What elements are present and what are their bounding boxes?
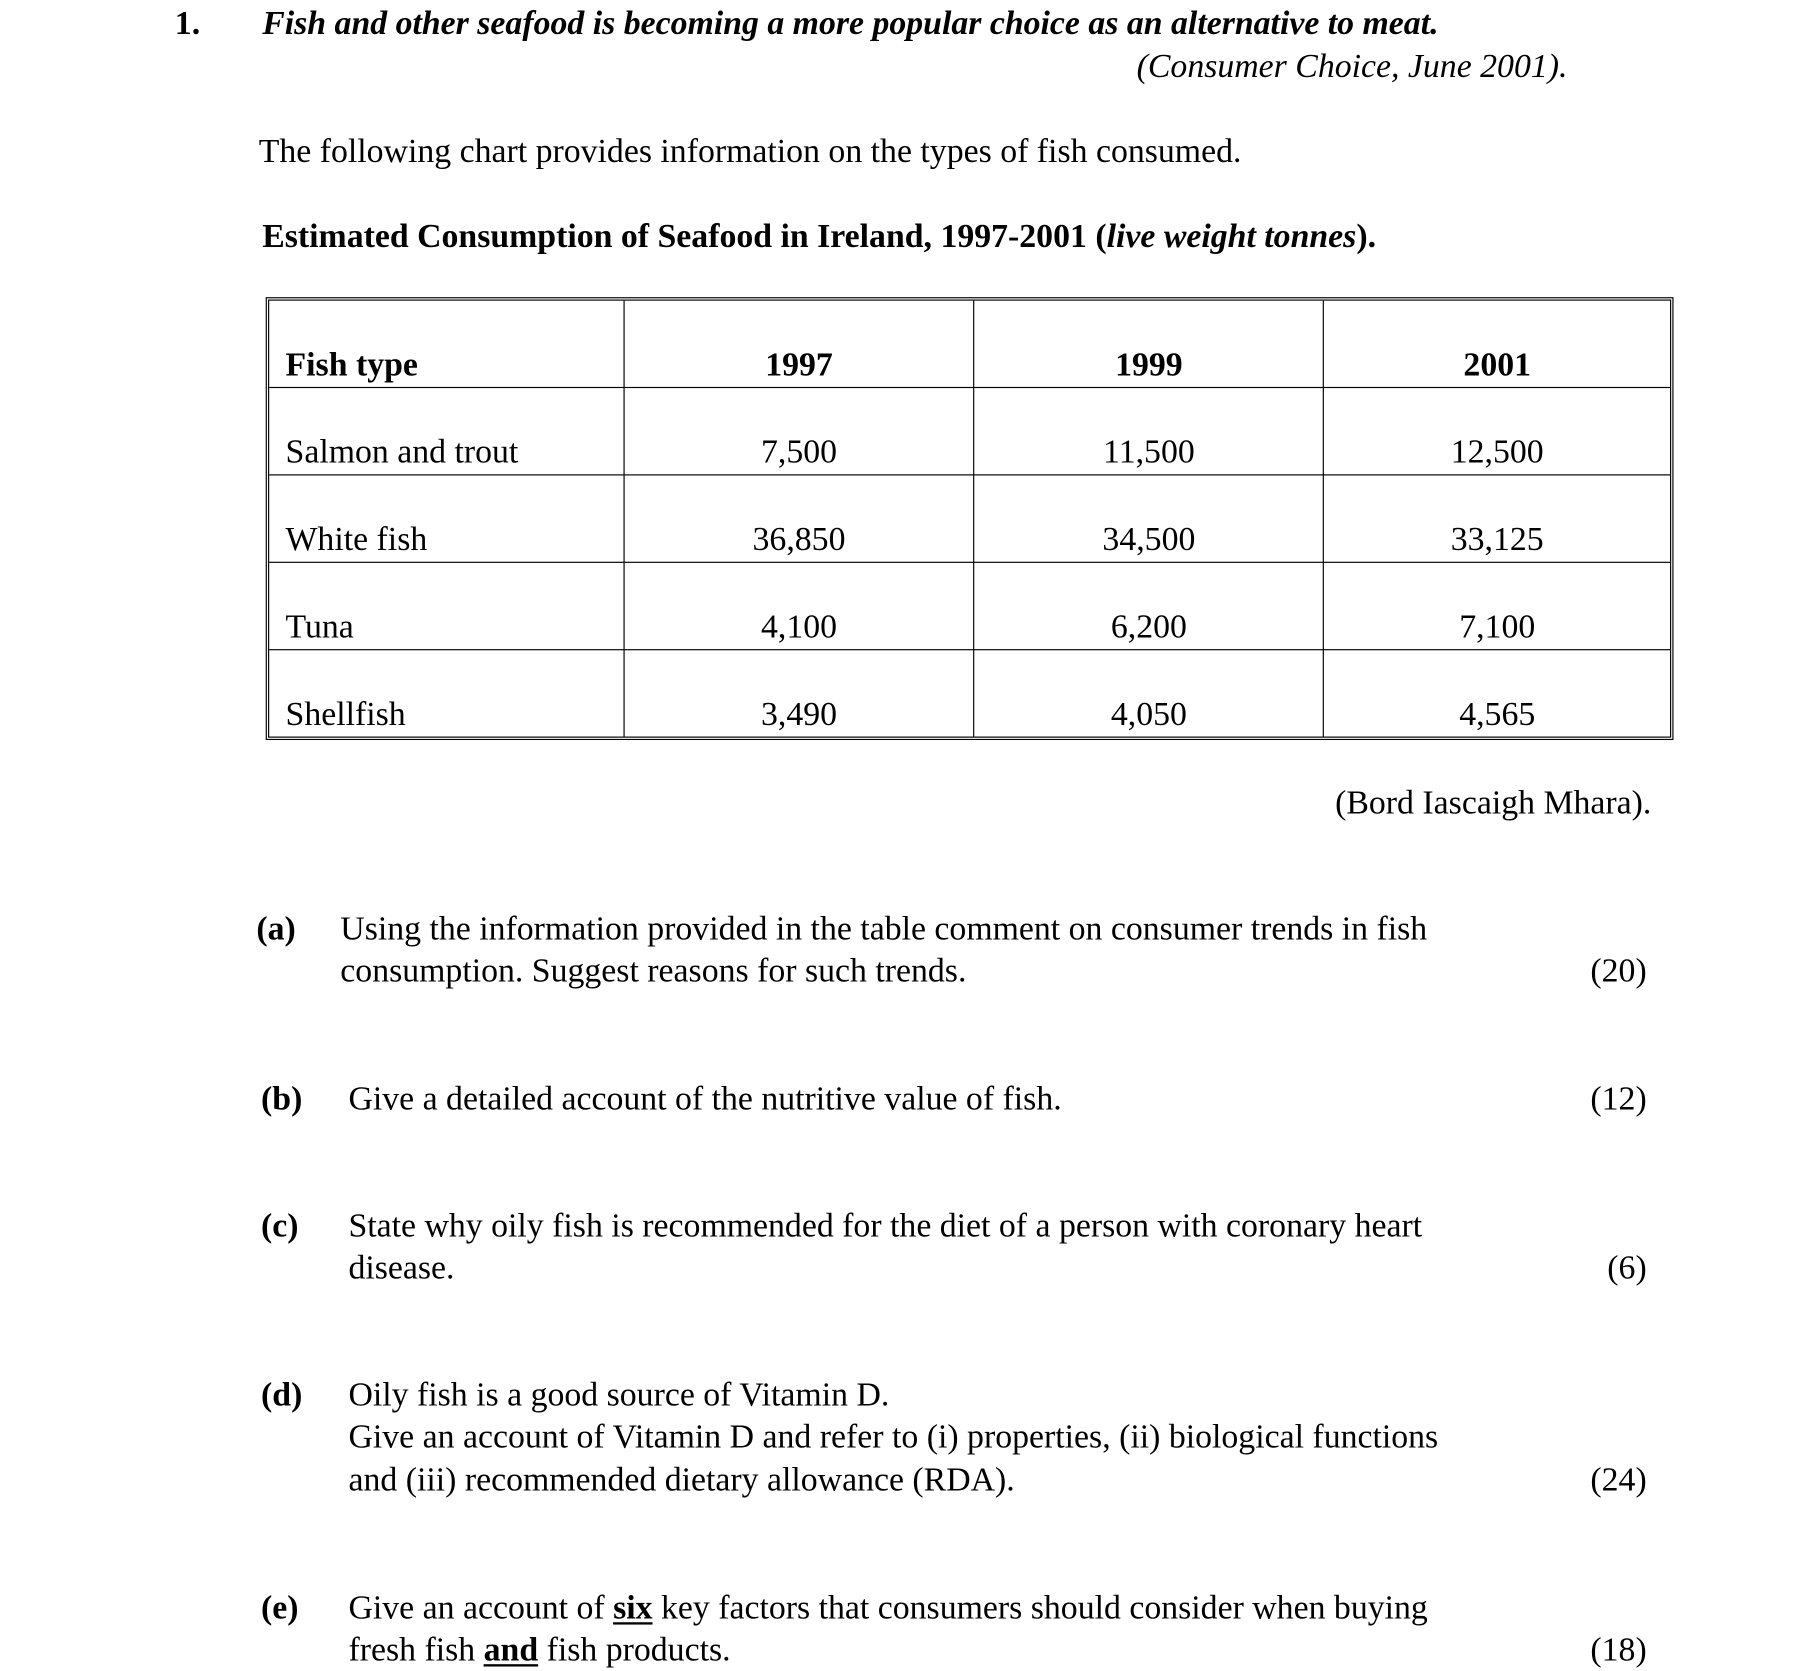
header-cell: Fish type xyxy=(269,300,625,389)
value-cell: 3,490 xyxy=(625,650,975,737)
part-e-line: Give an account of six key factors that … xyxy=(348,1587,1427,1629)
part-d-line: Oily fish is a good source of Vitamin D. xyxy=(348,1376,890,1414)
value-cell: 7,500 xyxy=(624,388,975,476)
part-e-text: key factors that consumers should consid… xyxy=(652,1589,1428,1627)
part-c-line: disease. xyxy=(348,1249,455,1287)
table-row: Shellfish 3,490 4,050 4,565 xyxy=(269,650,1670,737)
part-a-line: consumption. Suggest reasons for such tr… xyxy=(340,952,967,990)
part-d-label: (d) xyxy=(261,1376,303,1414)
value-cell: 11,500 xyxy=(974,388,1325,476)
header-cell: 1999 xyxy=(974,300,1325,389)
consumption-table: Fish type 1997 1999 2001 Salmon and trou… xyxy=(265,297,1674,741)
table-header-row: Fish type 1997 1999 2001 xyxy=(269,300,1671,389)
part-e-text: fish products. xyxy=(538,1631,731,1669)
value-cell: 4,565 xyxy=(1459,695,1536,734)
part-c-marks: (6) xyxy=(1607,1249,1647,1287)
table-title-end: ). xyxy=(1356,217,1377,256)
value-cell: 7,100 xyxy=(1324,563,1671,651)
value-cell: 34,500 xyxy=(974,475,1325,563)
intro-text: The following chart provides information… xyxy=(258,132,1242,171)
value-cell: 33,125 xyxy=(1324,475,1671,563)
part-e-text: Give an account of xyxy=(348,1589,614,1627)
part-d-line: and (iii) recommended dietary allowance … xyxy=(348,1461,1015,1499)
part-d-line: Give an account of Vitamin D and refer t… xyxy=(348,1418,1439,1456)
header-cell: 2001 xyxy=(1324,301,1671,389)
fish-type-cell: White fish xyxy=(269,475,625,563)
fish-type-cell: Tuna xyxy=(269,562,625,651)
part-c-line: State why oily fish is recommended for t… xyxy=(348,1207,1423,1245)
value-cell: 36,850 xyxy=(624,475,975,563)
part-e-emphasis: and xyxy=(483,1631,539,1669)
part-b-marks: (12) xyxy=(1590,1080,1647,1118)
part-e-text: fresh fish xyxy=(348,1631,484,1669)
part-a-marks: (20) xyxy=(1590,952,1647,990)
quote-source: (Consumer Choice, June 2001). xyxy=(1136,47,1568,86)
value-cell: 12,500 xyxy=(1324,388,1671,476)
part-a-label: (a) xyxy=(256,910,296,948)
part-e-marks: (18) xyxy=(1590,1631,1647,1669)
table-row: Salmon and trout 7,500 11,500 12,500 xyxy=(269,388,1671,476)
table-source: (Bord Iascaigh Mhara). xyxy=(1335,784,1652,822)
table-row: White fish 36,850 34,500 33,125 xyxy=(269,475,1671,563)
part-e-emphasis: six xyxy=(613,1589,653,1627)
fish-type-cell: Shellfish xyxy=(269,650,625,737)
part-e-label: (e) xyxy=(261,1589,299,1627)
table-title-main: Estimated Consumption of Seafood in Irel… xyxy=(262,217,1107,256)
part-a-line: Using the information provided in the ta… xyxy=(340,910,1428,948)
part-b-label: (b) xyxy=(261,1080,303,1118)
question-number: 1. xyxy=(174,4,201,42)
part-b-line: Give a detailed account of the nutritive… xyxy=(348,1080,1062,1118)
table-row: Tuna 4,100 6,200 7,100 xyxy=(269,562,1671,651)
table-title-unit: live weight tonnes xyxy=(1106,217,1357,256)
part-d-marks: (24) xyxy=(1590,1461,1647,1499)
value-cell: 6,200 xyxy=(974,562,1325,651)
part-e-line: fresh fish and fish products. xyxy=(348,1629,730,1671)
fish-type-cell: Salmon and trout xyxy=(269,388,625,476)
part-c-label: (c) xyxy=(261,1207,299,1245)
value-cell: 4,050 xyxy=(975,650,1325,737)
header-cell: 1997 xyxy=(624,300,975,389)
table-title: Estimated Consumption of Seafood in Irel… xyxy=(262,216,1376,258)
value-cell: 4,100 xyxy=(624,562,975,651)
quote: Fish and other seafood is becoming a mor… xyxy=(262,4,1439,42)
